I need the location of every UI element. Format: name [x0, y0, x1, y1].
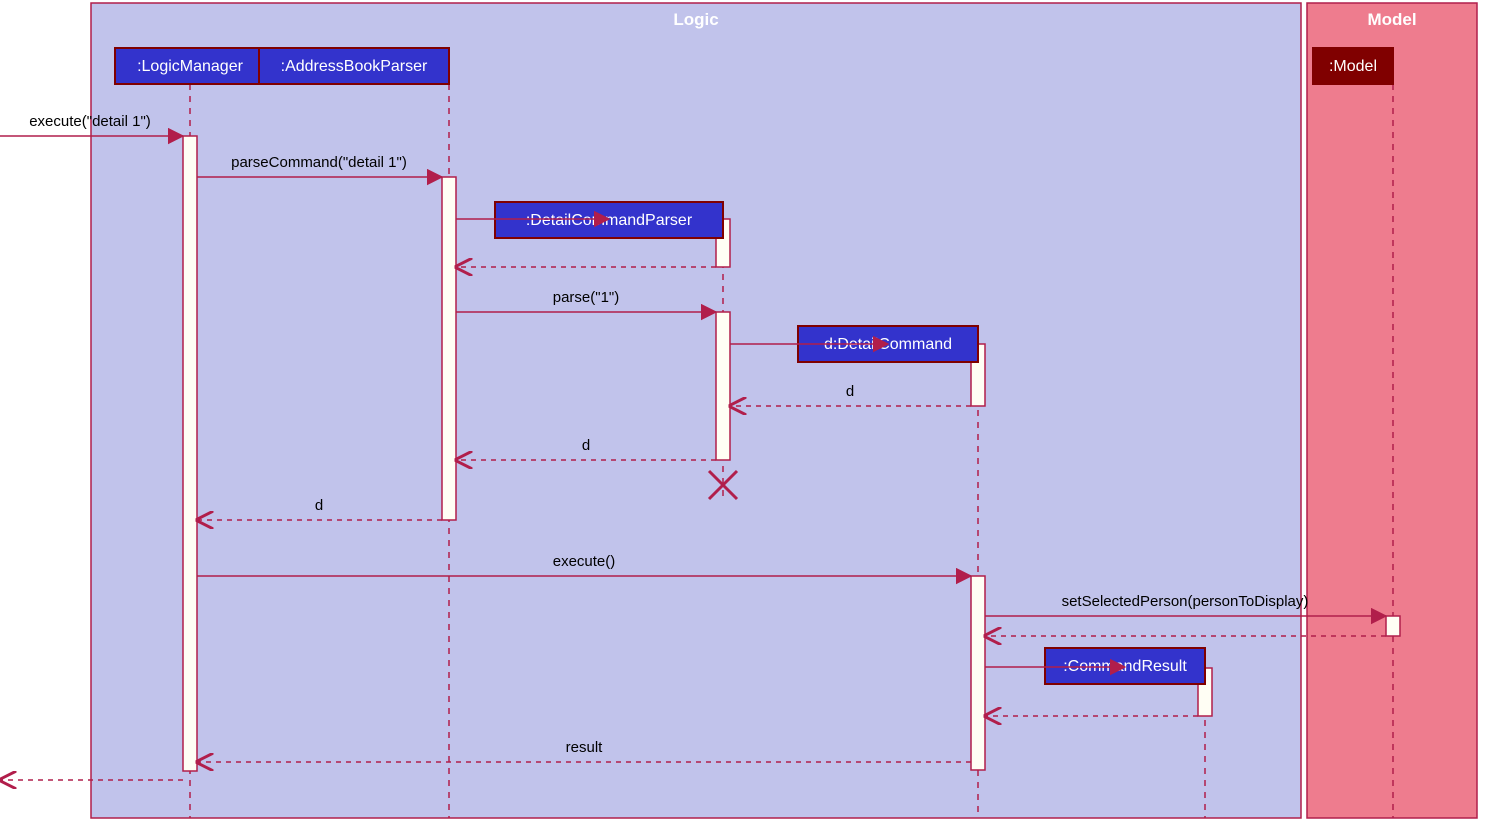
sequence-diagram: Logic Model :LogicManager :AddressBookParse… — [0, 0, 1489, 837]
msg-return-d1-label: d — [846, 383, 854, 400]
act-logicManager — [183, 136, 197, 771]
act-abParser — [442, 177, 456, 520]
msg-execute-label: execute() — [553, 553, 616, 570]
msg-return-d3-label: d — [315, 497, 323, 514]
msg-setSelected-label: setSelectedPerson(personToDisplay) — [1062, 593, 1309, 610]
participant-label-model: :Model — [1329, 58, 1377, 75]
participant-label-detailCommandParser: :DetailCommandParser — [526, 212, 693, 229]
msg-parse1-label: parse("1") — [553, 289, 620, 306]
participant-label-logicManager: :LogicManager — [137, 58, 244, 75]
frame-model — [1307, 3, 1477, 818]
frame-title-logic: Logic — [673, 10, 718, 29]
frame-title-model: Model — [1367, 10, 1416, 29]
participant-label-addressBookParser: :AddressBookParser — [281, 58, 428, 75]
frame-logic — [91, 3, 1301, 818]
msg-return-result-label: result — [566, 739, 604, 756]
act-model — [1386, 616, 1400, 636]
act-dcp2 — [716, 312, 730, 460]
msg-return-d2-label: d — [582, 437, 590, 454]
act-dc2 — [971, 576, 985, 770]
msg-parseCommand-label: parseCommand("detail 1") — [231, 154, 407, 171]
msg-execute-detail-label: execute("detail 1") — [29, 113, 151, 130]
